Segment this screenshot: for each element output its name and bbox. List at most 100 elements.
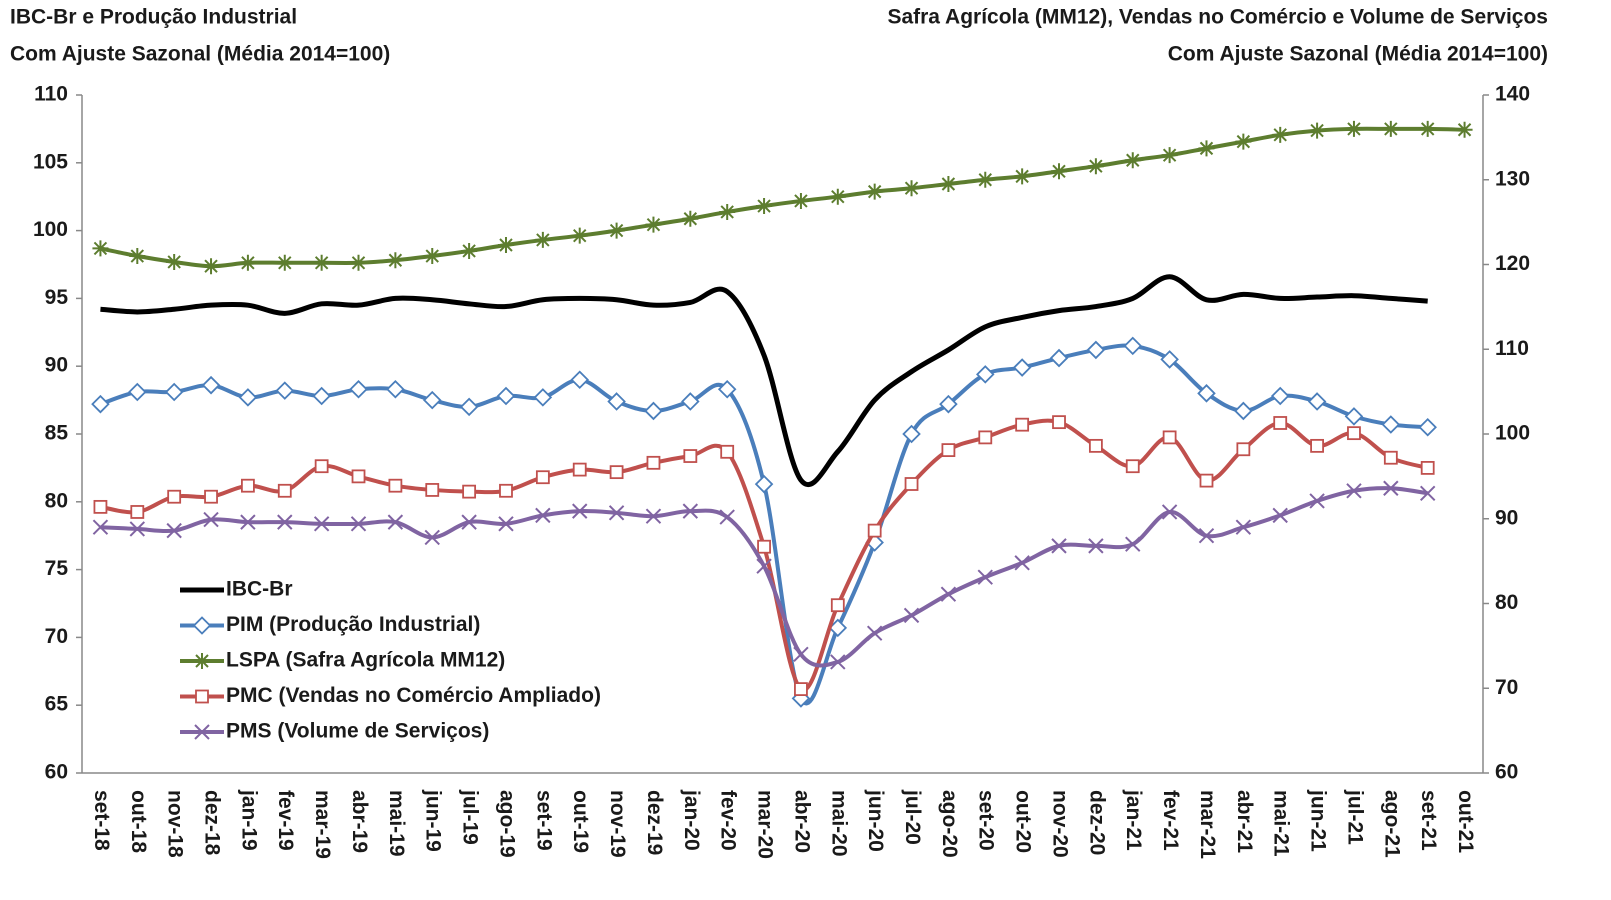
point-marker (940, 175, 957, 192)
point-marker (1270, 386, 1290, 406)
legend-label: PIM (Produção Industrial) (226, 613, 480, 636)
point-marker (1235, 133, 1252, 150)
point-marker (130, 505, 145, 519)
point-marker (1420, 460, 1435, 475)
point-marker (1014, 555, 1030, 571)
point-marker (829, 188, 846, 205)
point-marker (607, 392, 626, 411)
y2-tick-label: 60 (1495, 761, 1518, 784)
point-marker (496, 386, 516, 406)
x-tick-label: nov-20 (1048, 790, 1071, 858)
point-marker (719, 509, 735, 525)
point-marker (201, 375, 221, 395)
point-marker (1347, 426, 1361, 441)
point-marker (422, 390, 442, 410)
point-marker (350, 516, 367, 532)
point-marker (91, 394, 110, 414)
point-marker (903, 607, 920, 624)
point-marker (794, 682, 808, 696)
x-tick-label: jan-20 (680, 789, 703, 851)
point-marker (386, 379, 405, 399)
point-marker (1125, 459, 1140, 474)
legend-marker (195, 689, 209, 704)
point-marker (1161, 504, 1178, 520)
y-tick-label: 90 (45, 354, 68, 377)
point-marker (313, 254, 330, 271)
x-tick-label: abr-19 (348, 790, 371, 853)
x-tick-label: abr-20 (790, 790, 813, 853)
point-marker (1015, 417, 1030, 432)
point-marker (754, 474, 774, 494)
legend-label: IBC-Br (226, 578, 293, 601)
point-marker (312, 386, 331, 406)
y2-tick-label: 100 (1495, 422, 1530, 445)
point-marker (388, 478, 403, 493)
point-marker (1234, 401, 1253, 421)
point-marker (92, 519, 109, 535)
subtitle-right: Com Ajuste Sazonal (Média 2014=100) (1168, 43, 1548, 66)
y-tick-label: 75 (45, 557, 69, 580)
point-marker (1344, 407, 1364, 426)
point-marker (1012, 358, 1032, 377)
point-marker (1310, 438, 1324, 453)
y-tick-label: 70 (45, 625, 68, 648)
y-tick-label: 110 (34, 83, 68, 106)
point-marker (1051, 538, 1067, 554)
point-marker (239, 254, 256, 271)
point-marker (425, 483, 440, 497)
point-marker (1160, 350, 1179, 369)
y-tick-label: 85 (45, 422, 69, 445)
x-tick-label: out-21 (1454, 790, 1477, 853)
point-marker (535, 470, 550, 485)
point-marker (608, 505, 625, 521)
point-marker (1198, 140, 1215, 157)
x-tick-label: set-21 (1417, 790, 1440, 851)
point-marker (793, 646, 809, 663)
x-tick-label: set-19 (532, 790, 555, 851)
y2-tick-label: 80 (1495, 591, 1518, 614)
point-marker (535, 507, 551, 524)
point-marker (164, 382, 184, 402)
point-marker (977, 569, 993, 585)
point-marker (572, 462, 587, 477)
point-marker (534, 231, 551, 248)
point-marker (166, 522, 182, 539)
x-tick-label: dez-20 (1085, 790, 1108, 855)
x-tick-label: set-20 (975, 790, 998, 851)
x-tick-label: mar-20 (754, 790, 777, 859)
y2-tick-label: 140 (1495, 83, 1530, 106)
point-marker (978, 430, 993, 445)
point-marker (939, 394, 958, 414)
point-marker (349, 379, 368, 399)
point-marker (241, 478, 255, 493)
point-marker (497, 237, 514, 254)
x-tick-label: jan-21 (1122, 789, 1145, 851)
point-marker (1198, 527, 1215, 544)
point-marker (277, 483, 292, 498)
y-tick-label: 105 (33, 150, 68, 173)
point-marker (203, 258, 220, 275)
y2-tick-label: 130 (1495, 167, 1530, 190)
point-marker (682, 503, 699, 519)
y-tick-label: 100 (33, 218, 68, 241)
point-marker (459, 397, 479, 417)
x-tick-label: fev-21 (1159, 790, 1182, 851)
point-marker (1197, 384, 1216, 403)
point-marker (867, 523, 882, 538)
point-marker (275, 381, 295, 400)
point-marker (1272, 507, 1288, 524)
point-marker (1161, 147, 1178, 164)
point-marker (609, 465, 624, 480)
y-tick-label: 65 (45, 693, 69, 716)
point-marker (682, 210, 699, 227)
point-marker (940, 586, 957, 602)
point-marker (792, 192, 809, 209)
series-line (100, 274, 1428, 487)
point-marker (1051, 163, 1068, 180)
x-tick-label: dez-18 (200, 790, 223, 856)
x-tick-label: ago-21 (1380, 790, 1403, 858)
x-tick-label: dez-19 (643, 790, 666, 855)
title-left: IBC-Br e Produção Industrial (10, 6, 297, 29)
point-marker (1309, 493, 1325, 509)
